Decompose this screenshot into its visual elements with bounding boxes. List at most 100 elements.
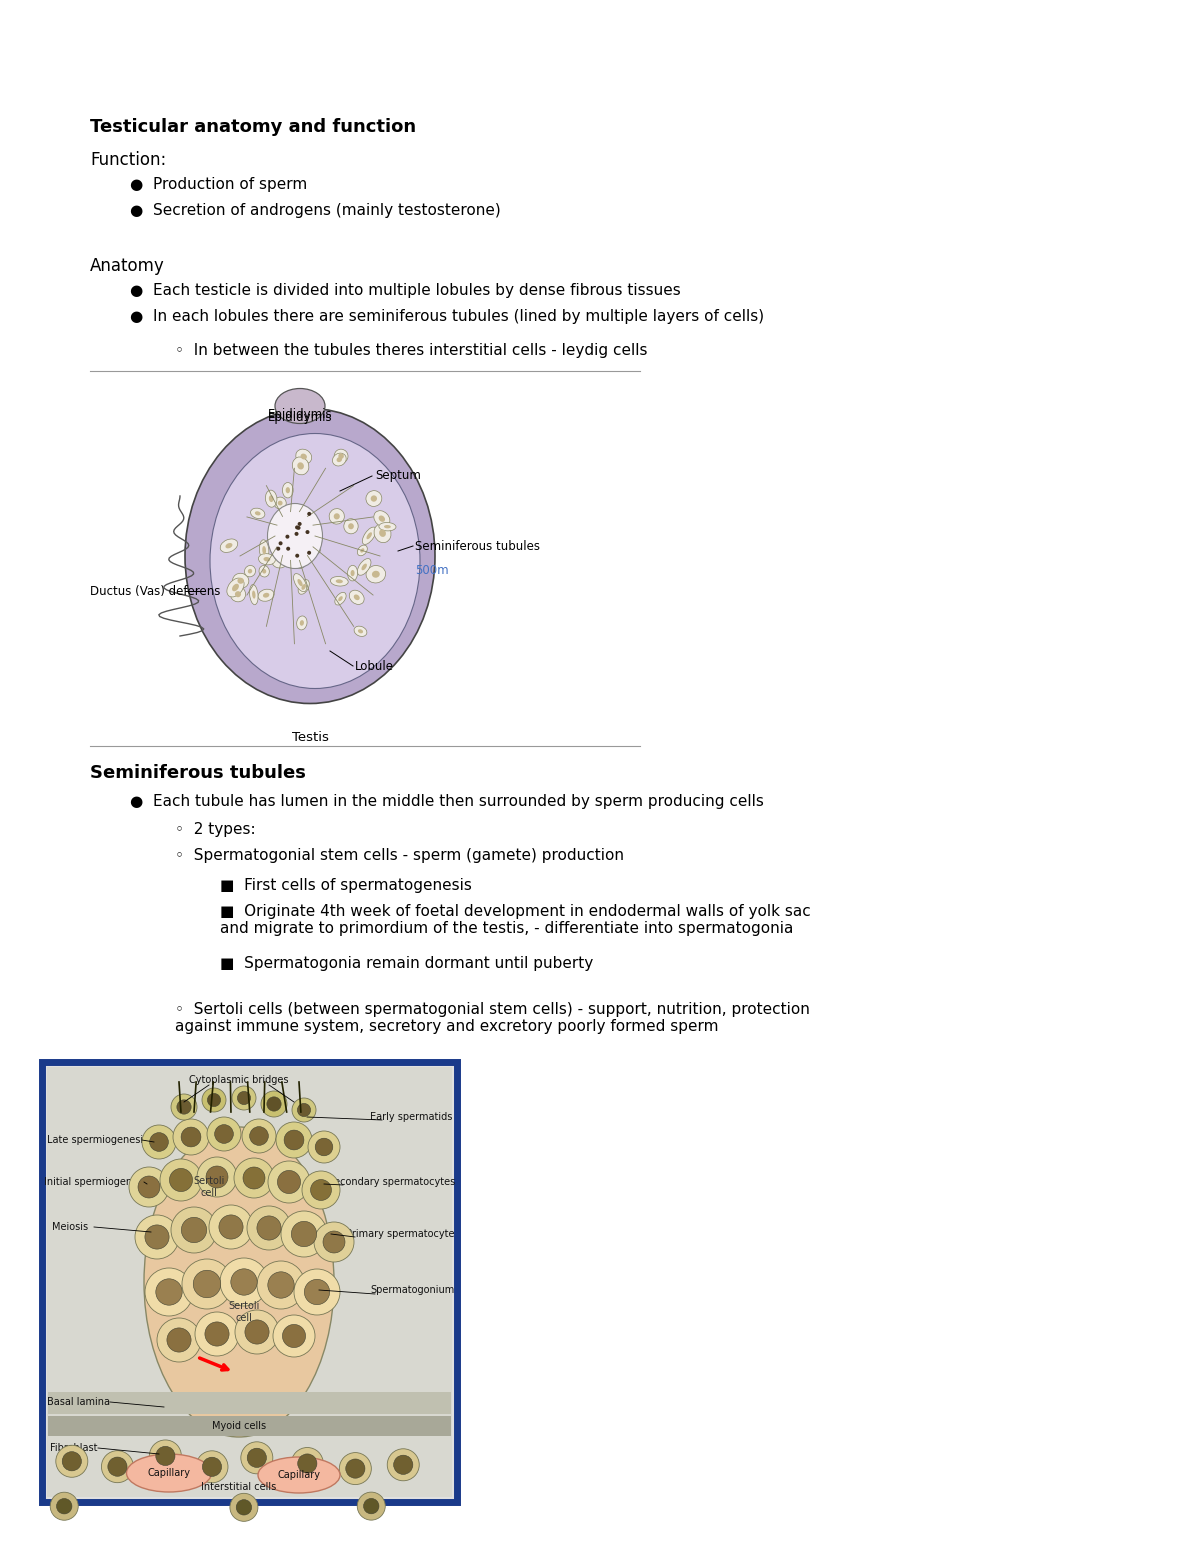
Ellipse shape <box>262 1092 287 1117</box>
Ellipse shape <box>394 1455 413 1474</box>
Text: ■  First cells of spermatogenesis: ■ First cells of spermatogenesis <box>220 877 472 893</box>
Ellipse shape <box>358 559 371 575</box>
Ellipse shape <box>295 449 312 464</box>
Ellipse shape <box>338 596 343 601</box>
Ellipse shape <box>266 1096 281 1110</box>
Ellipse shape <box>286 534 289 539</box>
Text: Seminiferous tubules: Seminiferous tubules <box>90 764 306 783</box>
Text: ◦  In between the tubules theres interstitial cells - leydig cells: ◦ In between the tubules theres intersti… <box>175 343 648 359</box>
Ellipse shape <box>156 1446 175 1466</box>
Ellipse shape <box>194 1312 239 1356</box>
Ellipse shape <box>258 554 275 565</box>
Ellipse shape <box>196 1451 228 1483</box>
Ellipse shape <box>264 558 270 562</box>
Ellipse shape <box>56 1446 88 1477</box>
Ellipse shape <box>366 533 372 539</box>
Ellipse shape <box>371 495 377 502</box>
Ellipse shape <box>209 1205 253 1249</box>
Ellipse shape <box>206 1166 228 1188</box>
Ellipse shape <box>269 495 274 502</box>
Ellipse shape <box>323 1232 346 1253</box>
Text: Basal lamina: Basal lamina <box>47 1398 110 1407</box>
Ellipse shape <box>286 534 292 540</box>
Ellipse shape <box>281 530 296 545</box>
Ellipse shape <box>334 514 340 519</box>
Text: Secondary spermatocytes: Secondary spermatocytes <box>328 1177 455 1186</box>
Ellipse shape <box>298 1454 317 1474</box>
Ellipse shape <box>235 592 241 598</box>
Ellipse shape <box>193 1270 221 1298</box>
Text: Interstitial cells: Interstitial cells <box>202 1482 277 1492</box>
Ellipse shape <box>308 1131 340 1163</box>
Ellipse shape <box>336 579 343 584</box>
Ellipse shape <box>274 1315 314 1357</box>
Ellipse shape <box>374 511 390 526</box>
Ellipse shape <box>245 1320 269 1343</box>
Ellipse shape <box>268 1272 294 1298</box>
Ellipse shape <box>284 1131 304 1149</box>
Ellipse shape <box>235 1311 278 1354</box>
Ellipse shape <box>208 1117 241 1151</box>
Ellipse shape <box>234 1159 274 1197</box>
Ellipse shape <box>295 554 299 558</box>
Ellipse shape <box>300 453 307 460</box>
Ellipse shape <box>182 1259 232 1309</box>
Ellipse shape <box>306 540 320 554</box>
Ellipse shape <box>220 1258 268 1306</box>
Ellipse shape <box>149 1440 181 1472</box>
Ellipse shape <box>361 564 367 570</box>
Ellipse shape <box>374 523 391 542</box>
Text: Fibroblast: Fibroblast <box>50 1443 97 1454</box>
Ellipse shape <box>215 1124 233 1143</box>
Text: ●  Production of sperm: ● Production of sperm <box>130 177 307 193</box>
Ellipse shape <box>379 530 386 537</box>
Ellipse shape <box>277 500 282 505</box>
Ellipse shape <box>208 1093 221 1107</box>
Ellipse shape <box>358 1492 385 1520</box>
Text: Anatomy: Anatomy <box>90 256 164 275</box>
Ellipse shape <box>388 1449 419 1480</box>
Ellipse shape <box>305 1280 330 1305</box>
Ellipse shape <box>311 545 317 551</box>
Ellipse shape <box>354 595 360 599</box>
Text: Spermatogonium: Spermatogonium <box>371 1284 455 1295</box>
Ellipse shape <box>150 1132 168 1151</box>
Text: ◦  2 types:: ◦ 2 types: <box>175 822 256 837</box>
Ellipse shape <box>296 526 300 530</box>
Ellipse shape <box>360 548 365 553</box>
Text: Septum: Septum <box>374 469 421 483</box>
Ellipse shape <box>172 1093 197 1120</box>
Ellipse shape <box>134 1214 179 1259</box>
Ellipse shape <box>254 511 260 516</box>
Ellipse shape <box>173 1120 209 1155</box>
Ellipse shape <box>202 1089 226 1112</box>
Ellipse shape <box>276 1121 312 1159</box>
Text: Lobule: Lobule <box>355 660 394 672</box>
Text: Epididymis: Epididymis <box>268 408 332 421</box>
Ellipse shape <box>316 1138 332 1155</box>
Ellipse shape <box>62 1452 82 1471</box>
Ellipse shape <box>210 433 420 688</box>
Ellipse shape <box>205 1322 229 1346</box>
Ellipse shape <box>272 548 284 561</box>
Ellipse shape <box>247 1449 266 1468</box>
Ellipse shape <box>366 565 385 582</box>
Ellipse shape <box>130 1166 169 1207</box>
Ellipse shape <box>275 388 325 424</box>
Ellipse shape <box>306 530 310 534</box>
Ellipse shape <box>335 592 346 606</box>
Ellipse shape <box>181 1127 200 1148</box>
Text: Testis: Testis <box>292 731 329 744</box>
Ellipse shape <box>248 568 252 573</box>
Ellipse shape <box>233 573 248 589</box>
Ellipse shape <box>169 1168 192 1191</box>
Ellipse shape <box>298 1103 311 1117</box>
Ellipse shape <box>362 526 376 545</box>
Ellipse shape <box>292 1221 317 1247</box>
Ellipse shape <box>274 497 287 509</box>
Ellipse shape <box>329 509 344 523</box>
Ellipse shape <box>236 1500 252 1516</box>
Text: ●  Each testicle is divided into multiple lobules by dense fibrous tissues: ● Each testicle is divided into multiple… <box>130 283 680 298</box>
Ellipse shape <box>218 1214 244 1239</box>
Ellipse shape <box>126 1454 211 1492</box>
